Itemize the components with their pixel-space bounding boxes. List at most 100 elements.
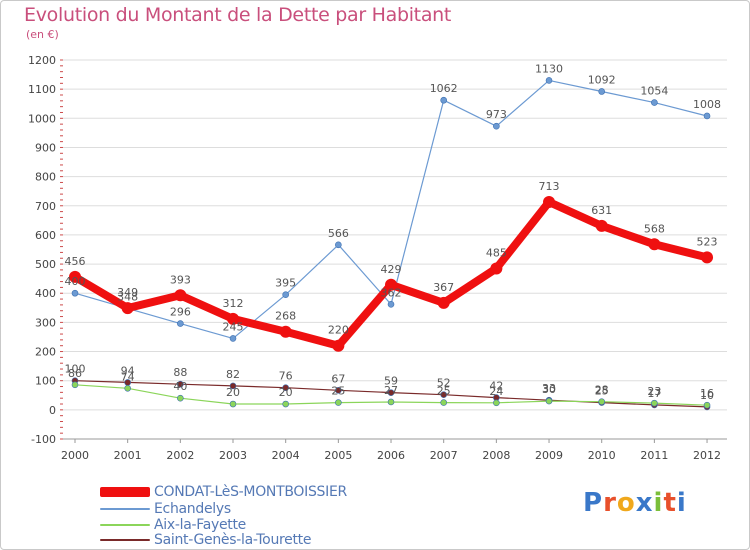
data-point — [177, 320, 184, 327]
x-tick-label: 2003 — [219, 449, 247, 462]
data-label: 568 — [644, 222, 665, 235]
data-label: 24 — [489, 385, 503, 398]
data-point — [440, 391, 447, 398]
data-point — [177, 380, 184, 388]
legend-swatch — [100, 487, 150, 497]
data-point — [279, 325, 292, 338]
data-label: 367 — [433, 281, 454, 294]
data-label: 33 — [542, 382, 556, 395]
legend-label: CONDAT-LèS-MONTBOISSIER — [154, 484, 347, 500]
data-label: 74 — [121, 370, 135, 383]
x-tick-label: 2007 — [430, 449, 458, 462]
data-label: 82 — [226, 368, 240, 381]
data-label: 523 — [697, 235, 718, 248]
data-point — [121, 302, 134, 315]
series-0 — [69, 195, 714, 352]
data-point — [71, 289, 79, 297]
data-label: 456 — [65, 255, 86, 268]
data-label: 25 — [437, 385, 451, 398]
data-label: 27 — [384, 384, 398, 397]
data-label: 52 — [437, 377, 451, 390]
x-tick-label: 2006 — [377, 449, 405, 462]
data-label: 28 — [595, 384, 609, 397]
x-tick-label: 2002 — [166, 449, 194, 462]
data-label: 20 — [279, 386, 293, 399]
legend-swatch — [100, 524, 150, 526]
data-point — [651, 99, 658, 106]
data-point — [490, 262, 503, 275]
y-tick-label: 800 — [35, 171, 56, 184]
chart-unit: (en €) — [26, 28, 59, 41]
data-point — [385, 278, 398, 291]
y-tick-label: 1100 — [28, 83, 56, 96]
data-point — [282, 384, 289, 391]
data-point — [227, 312, 240, 325]
data-label: 268 — [275, 310, 296, 323]
data-label: 393 — [170, 273, 191, 286]
data-label: 16 — [700, 387, 714, 400]
x-tick-label: 2010 — [588, 449, 616, 462]
logo-letter: i — [676, 488, 687, 518]
data-label: 713 — [539, 180, 560, 193]
data-label: 220 — [328, 324, 349, 337]
x-tick-label: 2012 — [693, 449, 721, 462]
y-tick-label: 0 — [49, 404, 56, 417]
data-point — [124, 384, 131, 392]
data-label: 1062 — [430, 82, 458, 95]
data-point — [595, 219, 608, 232]
series-1 — [71, 77, 711, 342]
data-label: 395 — [275, 277, 296, 290]
data-point — [229, 335, 237, 342]
data-point — [282, 400, 289, 408]
data-label: 400 — [65, 275, 86, 288]
data-label: 59 — [384, 375, 398, 388]
data-label: 348 — [117, 290, 138, 303]
data-label: 349 — [117, 286, 138, 299]
data-label: 245 — [223, 320, 244, 333]
data-point — [282, 291, 289, 298]
data-label: 312 — [223, 297, 244, 310]
data-label: 1054 — [640, 85, 668, 98]
x-tick-label: 2004 — [272, 449, 300, 462]
data-label: 631 — [591, 204, 612, 217]
data-label: 25 — [331, 385, 345, 398]
y-tick-label: 300 — [35, 316, 56, 329]
data-label: 42 — [489, 380, 503, 393]
data-point — [440, 96, 447, 104]
y-tick-label: 700 — [35, 200, 56, 213]
x-tick-label: 2005 — [324, 449, 352, 462]
legend-label: Echandelys — [154, 501, 231, 517]
legend-item: Saint-Genès-la-Tourette — [100, 532, 311, 548]
legend-swatch — [100, 539, 150, 541]
data-point — [387, 389, 395, 396]
data-label: 23 — [647, 385, 661, 398]
data-point — [701, 251, 714, 264]
data-label: 485 — [486, 246, 507, 259]
logo-letter: o — [616, 488, 636, 518]
data-label: 1130 — [535, 62, 563, 75]
series-2 — [71, 381, 711, 409]
x-tick-label: 2009 — [535, 449, 563, 462]
data-point — [177, 394, 184, 402]
data-point — [174, 289, 187, 302]
data-point — [440, 399, 447, 406]
x-tick-label: 2000 — [61, 449, 89, 462]
x-tick-label: 2011 — [640, 449, 668, 462]
data-label: 566 — [328, 227, 349, 240]
data-label: 30 — [542, 383, 556, 396]
data-point — [335, 241, 342, 249]
y-tick-label: 1200 — [28, 54, 56, 67]
data-point — [335, 387, 342, 394]
data-point — [545, 77, 553, 84]
data-point — [387, 398, 395, 406]
data-point — [229, 400, 237, 408]
y-tick-label: -100 — [31, 433, 56, 446]
y-tick-label: 900 — [35, 141, 56, 154]
data-point — [493, 122, 500, 130]
data-label: 86 — [68, 367, 82, 380]
y-tick-label: 400 — [35, 287, 56, 300]
data-label: 17 — [647, 387, 661, 400]
y-tick-label: 200 — [35, 346, 56, 359]
value-label-layer: 4563493933122682204293674857136315685234… — [65, 62, 722, 402]
